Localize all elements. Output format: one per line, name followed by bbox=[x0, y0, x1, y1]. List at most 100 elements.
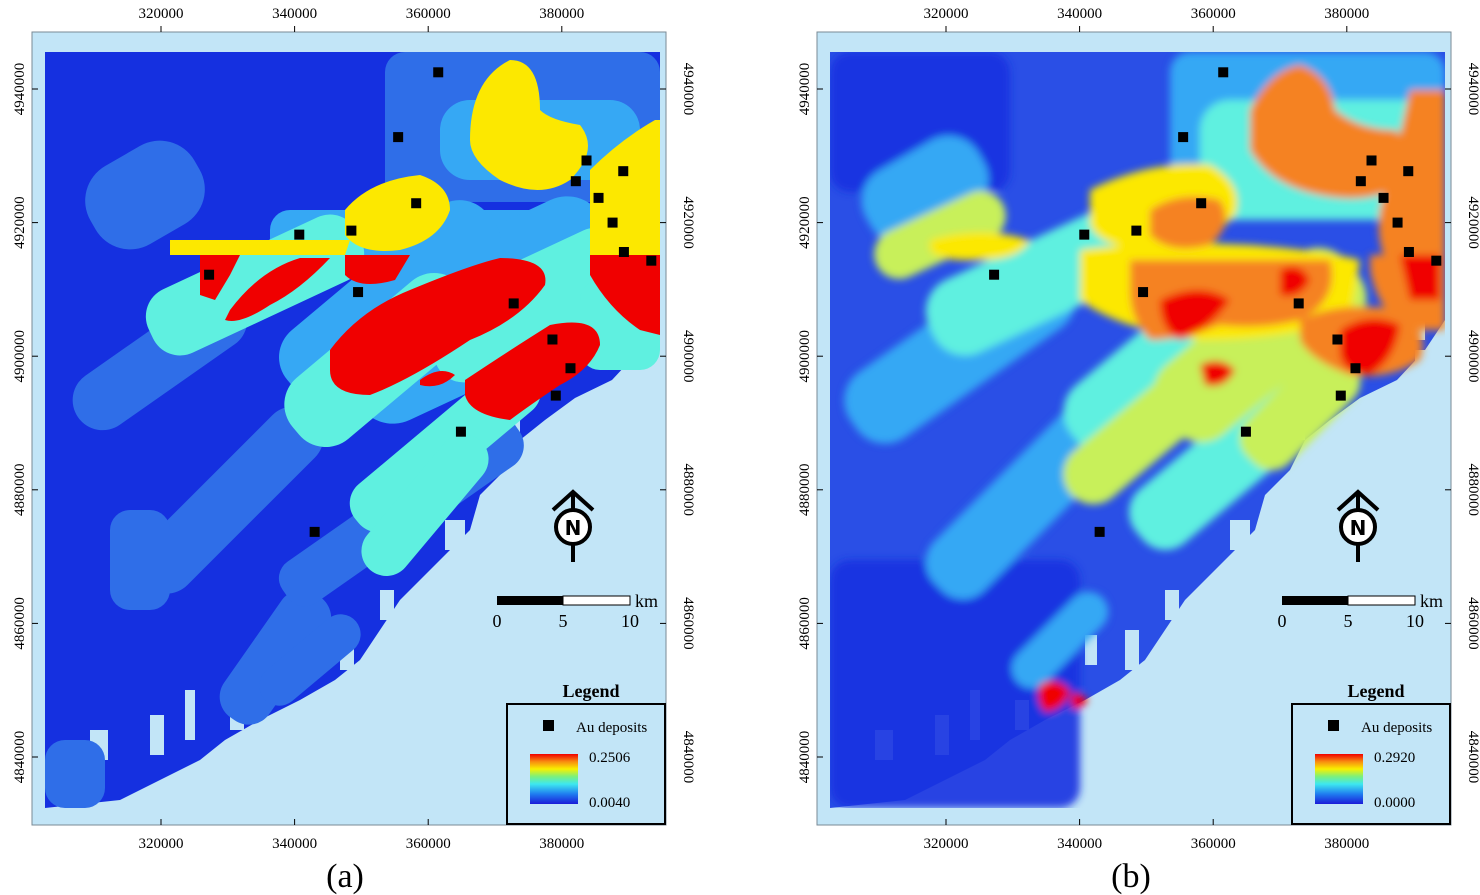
au-deposit-marker bbox=[547, 334, 558, 345]
y-tick-label: 4940000 bbox=[12, 63, 28, 116]
y-tick-label: 4940000 bbox=[680, 63, 696, 116]
au-deposit-marker bbox=[550, 390, 561, 401]
legend-max: 0.2920 bbox=[1374, 750, 1415, 766]
au-deposit-marker bbox=[1196, 198, 1207, 209]
au-deposit-marker bbox=[1350, 363, 1361, 374]
x-tick-label: 360000 bbox=[406, 836, 451, 852]
au-deposits-b bbox=[989, 67, 1442, 537]
x-tick-label: 340000 bbox=[1057, 6, 1102, 22]
panel-caption: (a) bbox=[326, 858, 364, 895]
x-tick-label: 340000 bbox=[1057, 836, 1102, 852]
axis-ticks-b: 320000 320000 340000 340000 360000 360000 3800… bbox=[797, 6, 1480, 852]
au-deposit-marker bbox=[309, 526, 320, 537]
high-band-red bbox=[200, 255, 660, 420]
map-panel-a: 320000 320000 340000 340000 360000 360000 3800… bbox=[12, 6, 696, 895]
au-deposit-marker bbox=[1131, 225, 1142, 236]
y-tick-label: 4920000 bbox=[680, 196, 696, 249]
au-deposit-marker bbox=[565, 363, 576, 374]
au-deposits-a bbox=[204, 67, 657, 537]
scale-label: 5 bbox=[559, 611, 568, 631]
north-label: N bbox=[1350, 516, 1367, 540]
panel-caption: (b) bbox=[1111, 858, 1151, 895]
axis-ticks-a: 320000 320000 340000 340000 360000 360000 3800… bbox=[12, 6, 696, 852]
color-ramp bbox=[1315, 754, 1363, 804]
au-deposit-marker bbox=[1378, 192, 1389, 203]
au-deposit-marker bbox=[1366, 155, 1377, 166]
au-deposit-marker bbox=[411, 198, 422, 209]
legend-min: 0.0000 bbox=[1374, 795, 1415, 811]
color-ramp bbox=[530, 754, 578, 804]
au-deposit-marker bbox=[1431, 255, 1442, 266]
y-tick-label: 4900000 bbox=[680, 330, 696, 383]
x-tick-label: 380000 bbox=[539, 836, 584, 852]
x-tick-label: 320000 bbox=[139, 836, 184, 852]
y-tick-label: 4840000 bbox=[12, 731, 28, 784]
legend-title: Legend bbox=[562, 681, 619, 701]
y-tick-label: 4860000 bbox=[797, 597, 813, 650]
scale-label: 5 bbox=[1344, 611, 1353, 631]
y-tick-label: 4900000 bbox=[1465, 330, 1480, 383]
y-tick-label: 4940000 bbox=[797, 63, 813, 116]
x-tick-label: 360000 bbox=[406, 6, 451, 22]
au-deposit-marker bbox=[393, 132, 404, 143]
x-tick-label: 380000 bbox=[1324, 6, 1369, 22]
y-tick-label: 4920000 bbox=[797, 196, 813, 249]
au-deposit-marker bbox=[1138, 287, 1149, 298]
au-deposit-marker bbox=[607, 217, 618, 228]
x-tick-label: 360000 bbox=[1191, 836, 1236, 852]
legend: Legend Au deposits 0.2920 0.0000 bbox=[1291, 681, 1451, 825]
x-tick-label: 340000 bbox=[272, 836, 317, 852]
north-label: N bbox=[565, 516, 582, 540]
deposit-symbol bbox=[1328, 720, 1339, 731]
scale-label: 0 bbox=[1278, 611, 1287, 631]
y-tick-label: 4880000 bbox=[12, 464, 28, 517]
au-deposit-marker bbox=[1293, 298, 1304, 309]
legend-min: 0.0040 bbox=[589, 795, 630, 811]
au-deposit-marker bbox=[294, 229, 305, 240]
y-tick-label: 4900000 bbox=[12, 330, 28, 383]
au-deposit-marker bbox=[570, 176, 581, 187]
y-tick-label: 4860000 bbox=[1465, 597, 1480, 650]
y-tick-label: 4880000 bbox=[680, 464, 696, 517]
au-deposit-marker bbox=[1392, 217, 1403, 228]
au-deposit-marker bbox=[1403, 166, 1414, 177]
x-tick-label: 360000 bbox=[1191, 6, 1236, 22]
au-deposit-marker bbox=[1079, 229, 1090, 240]
x-tick-label: 340000 bbox=[272, 6, 317, 22]
au-deposit-marker bbox=[1094, 526, 1105, 537]
legend: Legend Au deposits 0.2506 0.0040 bbox=[506, 681, 666, 825]
scale-label: 0 bbox=[493, 611, 502, 631]
y-tick-label: 4840000 bbox=[1465, 731, 1480, 784]
au-deposit-marker bbox=[433, 67, 444, 78]
au-deposit-marker bbox=[1240, 426, 1251, 437]
legend-deposit-label: Au deposits bbox=[576, 720, 647, 736]
au-deposit-marker bbox=[353, 287, 364, 298]
y-tick-label: 4840000 bbox=[797, 731, 813, 784]
x-tick-label: 320000 bbox=[924, 836, 969, 852]
deposit-symbol bbox=[543, 720, 554, 731]
y-tick-label: 4840000 bbox=[680, 731, 696, 784]
au-deposit-marker bbox=[1218, 67, 1229, 78]
y-tick-label: 4940000 bbox=[1465, 63, 1480, 116]
north-arrow: N bbox=[551, 489, 595, 562]
y-tick-label: 4880000 bbox=[1465, 464, 1480, 517]
au-deposit-marker bbox=[646, 255, 657, 266]
x-tick-label: 380000 bbox=[539, 6, 584, 22]
au-deposit-marker bbox=[618, 166, 629, 177]
au-deposit-marker bbox=[346, 225, 357, 236]
au-deposit-marker bbox=[204, 269, 215, 280]
au-deposit-marker bbox=[1403, 246, 1414, 257]
x-tick-label: 320000 bbox=[139, 6, 184, 22]
legend-max: 0.2506 bbox=[589, 750, 631, 766]
au-deposit-marker bbox=[508, 298, 519, 309]
legend-deposit-label: Au deposits bbox=[1361, 720, 1432, 736]
x-tick-label: 380000 bbox=[1324, 836, 1369, 852]
y-tick-label: 4900000 bbox=[797, 330, 813, 383]
y-tick-label: 4860000 bbox=[680, 597, 696, 650]
au-deposit-marker bbox=[455, 426, 466, 437]
scale-unit: km bbox=[635, 591, 658, 611]
au-deposit-marker bbox=[618, 246, 629, 257]
au-deposit-marker bbox=[1332, 334, 1343, 345]
au-deposit-marker bbox=[1355, 176, 1366, 187]
x-tick-label: 320000 bbox=[924, 6, 969, 22]
